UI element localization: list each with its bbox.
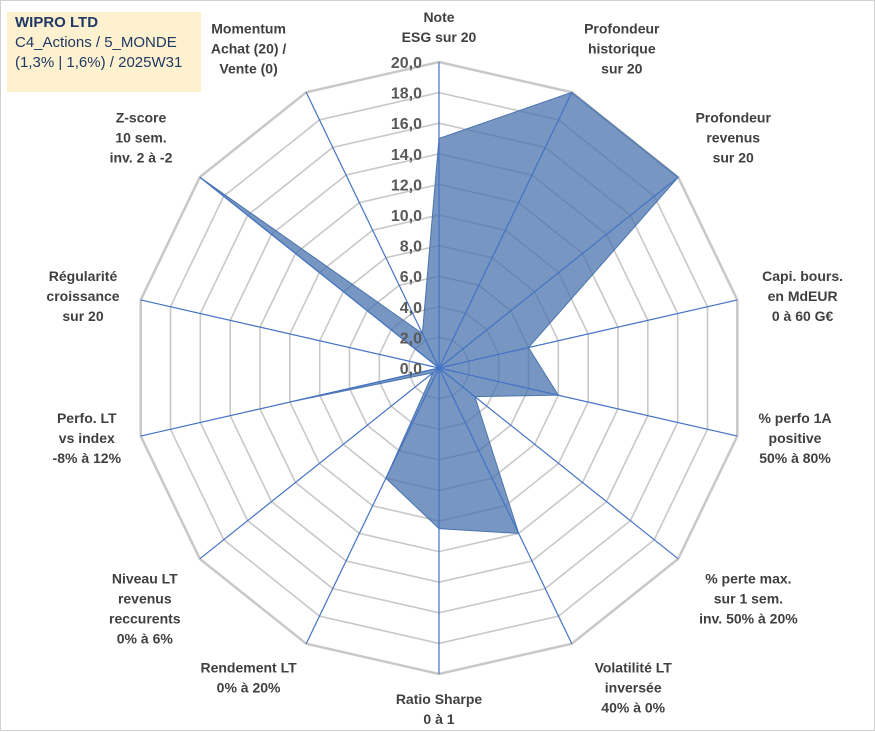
category-label-line: Profondeur [695, 110, 771, 126]
category-label-line: en MdEUR [768, 288, 838, 304]
category-label-line: Z-score [116, 110, 167, 126]
category-label-line: inversée [605, 679, 662, 695]
tick-label: 10,0 [391, 208, 422, 225]
tick-label: 20,0 [391, 55, 422, 72]
category-label: % perfo 1A positive 50% à 80% [758, 410, 831, 466]
tick-label: 2,0 [400, 330, 422, 347]
category-label-line: Régularité [49, 268, 118, 284]
portfolio-line: C4_Actions / 5_MONDE [15, 34, 177, 51]
category-label-line: revenus [118, 591, 172, 607]
category-label: Niveau LT revenus reccurents 0% à 6% [109, 571, 181, 647]
category-label-line: 10 sem. [115, 130, 166, 146]
category-label: Note ESG sur 20 [402, 9, 477, 45]
category-label-line: historique [588, 41, 656, 57]
category-label-line: 40% à 0% [601, 699, 665, 715]
axis-spoke [438, 299, 738, 369]
category-label-line: Note [423, 9, 454, 25]
category-label-line: inv. 50% à 20% [699, 611, 798, 627]
category-label-line: sur 20 [601, 61, 642, 77]
category-label-line: Perfo. LT [57, 410, 117, 426]
tick-label: 18,0 [391, 86, 422, 103]
category-label-line: 0 à 1 [423, 711, 454, 727]
tick-label: 6,0 [400, 269, 422, 286]
category-label-line: Niveau LT [112, 571, 178, 587]
category-label: Z-score 10 sem. inv. 2 à -2 [110, 110, 173, 166]
axis-spoke [305, 92, 440, 369]
category-label-line: positive [769, 430, 822, 446]
category-label-line: revenus [706, 130, 760, 146]
axis-spoke [140, 299, 440, 369]
category-label-line: Rendement LT [200, 659, 297, 675]
category-label-line: sur 1 sem. [714, 591, 783, 607]
category-label-line: 50% à 80% [759, 450, 831, 466]
axis-spoke [438, 367, 679, 560]
category-label: Régularité croissance sur 20 [46, 268, 119, 324]
category-label: Momentum Achat (20) / Vente (0) [211, 21, 287, 77]
category-label-line: vs index [59, 430, 115, 446]
category-label-line: croissance [46, 288, 119, 304]
category-label: Rendement LT 0% à 20% [200, 659, 297, 695]
axis-spoke [199, 367, 440, 560]
category-label-line: inv. 2 à -2 [110, 150, 173, 166]
tick-label: 0,0 [400, 361, 422, 378]
info-box: WIPRO LTD C4_Actions / 5_MONDE (1,3% | 1… [7, 12, 201, 92]
category-label-line: Ratio Sharpe [396, 691, 483, 707]
period-line: (1,3% | 1,6%) / 2025W31 [15, 54, 183, 71]
category-label-line: % perte max. [705, 571, 791, 587]
category-label: Profondeur revenus sur 20 [695, 110, 771, 166]
category-label-line: 0% à 6% [117, 631, 174, 647]
category-label-line: sur 20 [62, 308, 103, 324]
category-label-line: Momentum [211, 21, 286, 37]
category-label-line: reccurents [109, 611, 181, 627]
category-label-line: % perfo 1A [758, 410, 831, 426]
category-label: % perte max. sur 1 sem. inv. 50% à 20% [699, 571, 798, 627]
category-label-line: Volatilité LT [595, 659, 673, 675]
category-label-line: ESG sur 20 [402, 29, 477, 45]
axis-spoke [305, 367, 440, 644]
tick-label: 16,0 [391, 116, 422, 133]
category-label-line: Profondeur [584, 21, 660, 37]
category-label-line: -8% à 12% [53, 450, 122, 466]
category-label-line: sur 20 [713, 150, 754, 166]
axis-spoke [438, 367, 573, 644]
axis-spoke [438, 92, 573, 369]
category-label: Ratio Sharpe 0 à 1 [396, 691, 483, 727]
company-name: WIPRO LTD [15, 14, 99, 31]
axis-spoke [438, 367, 738, 437]
tick-label: 12,0 [391, 177, 422, 194]
axis-spoke [438, 176, 679, 369]
tick-label: 8,0 [400, 239, 422, 256]
tick-label: 4,0 [400, 300, 422, 317]
tick-label: 14,0 [391, 147, 422, 164]
category-label-line: Achat (20) / [211, 41, 287, 57]
category-label-line: 0 à 60 G€ [772, 308, 834, 324]
axis-spoke [140, 367, 440, 437]
category-label-line: Vente (0) [219, 61, 277, 77]
category-label-line: 0% à 20% [217, 679, 281, 695]
category-label-line: Capi. bours. [762, 268, 843, 284]
category-label: Profondeur historique sur 20 [584, 21, 660, 77]
category-label: Perfo. LT vs index -8% à 12% [53, 410, 122, 466]
category-label: Volatilité LT inversée 40% à 0% [595, 659, 673, 715]
axis-spoke [199, 176, 440, 369]
category-label: Capi. bours. en MdEUR 0 à 60 G€ [762, 268, 843, 324]
